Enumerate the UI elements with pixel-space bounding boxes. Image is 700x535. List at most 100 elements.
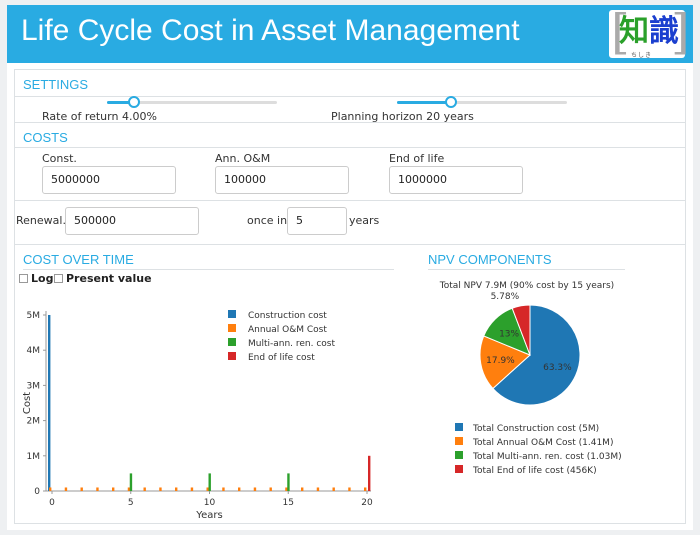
bar-annual-o-m-cost [64, 487, 68, 491]
y-tick-label: 0 [34, 487, 40, 497]
bar-annual-o-m-cost [127, 487, 131, 491]
renewal-input[interactable]: 500000 [65, 207, 199, 235]
bar-annual-o-m-cost [190, 487, 194, 491]
y-tick-label: 1M [27, 452, 41, 462]
log-checkbox[interactable] [19, 274, 28, 283]
bar-multi-ann-ren-cost [208, 473, 211, 491]
page-title: Life Cycle Cost in Asset Management [21, 14, 520, 47]
once-in-label: once in [247, 214, 288, 227]
bar-annual-o-m-cost [364, 487, 367, 491]
bar-annual-o-m-cost [206, 487, 209, 491]
om-input[interactable]: 100000 [215, 166, 349, 194]
x-tick-label: 20 [361, 498, 373, 508]
log-label: Log [31, 272, 54, 285]
costs-panel: COSTS Const. 5000000 Ann. O&M 100000 End… [14, 122, 686, 202]
legend-swatch [228, 352, 236, 360]
legend-label: Multi-ann. ren. cost [248, 339, 336, 349]
logo-bracket-left-icon: [ [611, 4, 630, 60]
x-axis-label: Years [195, 510, 222, 521]
bar-construction-cost [48, 315, 51, 491]
pie-legend-label: Total End of life cost (456K) [472, 466, 597, 476]
bar-annual-o-m-cost [348, 487, 351, 491]
legend-swatch [228, 338, 236, 346]
cost-over-time-title: COST OVER TIME [23, 252, 134, 267]
pie-legend-swatch [455, 423, 463, 431]
logo-subtitle: ちしき [631, 52, 653, 59]
x-tick-label: 5 [128, 498, 134, 508]
bar-annual-o-m-cost [143, 487, 146, 491]
legend-label: End of life cost [248, 353, 315, 363]
const-input[interactable]: 5000000 [42, 166, 176, 194]
logo: [ 知 識 ] ちしき [609, 4, 690, 60]
app-window: Life Cycle Cost in Asset Management [ 知 … [7, 5, 693, 530]
charts-panel: COST OVER TIME Log Present value NPV COM… [14, 244, 686, 524]
x-tick-label: 10 [204, 498, 216, 508]
renewal-period-input[interactable]: 5 [287, 207, 347, 235]
bar-annual-o-m-cost [222, 487, 225, 491]
y-tick-label: 4M [27, 346, 41, 356]
pie-title: Total NPV 7.9M (90% cost by 15 years) [439, 281, 614, 291]
logo-char-2: 識 [649, 14, 679, 49]
costs-divider [15, 147, 685, 148]
bar-multi-ann-ren-cost [129, 473, 133, 491]
npv-title: NPV COMPONENTS [428, 252, 552, 267]
pie-slice [492, 304, 581, 406]
legend-swatch [228, 324, 236, 332]
cost-over-time-chart: 0 1M 2M 3M 4M 5M 0 5 10 15 20 Years Cost Construction… [22, 310, 373, 521]
bar-annual-o-m-cost [332, 487, 335, 491]
legend-swatch [228, 310, 236, 318]
legend-label: Annual O&M Cost [248, 325, 327, 335]
om-label: Ann. O&M [215, 152, 271, 165]
bar-annual-o-m-cost [96, 487, 99, 491]
renewal-label: Renewal. [16, 214, 66, 227]
x-tick-label: 15 [283, 498, 294, 508]
rate-slider-handle[interactable] [128, 96, 141, 108]
pie-slice-label: 17.9% [486, 356, 515, 366]
pie-slice-label: 63.3% [543, 363, 572, 373]
bar-multi-ann-ren-cost [287, 473, 290, 491]
logo-char-1: 知 [619, 14, 649, 49]
bar-annual-o-m-cost [301, 487, 304, 491]
settings-title: SETTINGS [23, 77, 89, 92]
header-bar: Life Cycle Cost in Asset Management [ 知 … [7, 5, 693, 63]
pie-legend-swatch [455, 451, 463, 459]
bar-annual-o-m-cost [285, 487, 288, 491]
y-tick-label: 2M [27, 417, 41, 427]
bar-annual-o-m-cost [253, 487, 257, 491]
npv-pie-chart: Total NPV 7.9M (90% cost by 15 years) 63.… [439, 281, 622, 476]
eol-label: End of life [389, 152, 445, 165]
x-tick-label: 0 [49, 498, 55, 508]
pie-legend-label: Total Construction cost (5M) [472, 424, 599, 434]
bar-annual-o-m-cost [238, 487, 241, 491]
present-value-checkbox[interactable] [54, 274, 63, 283]
pie-legend-swatch [455, 437, 463, 445]
bar-annual-o-m-cost [112, 487, 115, 491]
settings-panel: SETTINGS Rate of return 4.00% Planning h… [14, 69, 686, 124]
settings-divider [15, 96, 685, 97]
pie-legend-swatch [455, 465, 463, 473]
pie-legend-label: Total Multi-ann. ren. cost (1.03M) [472, 452, 622, 462]
rate-slider-track[interactable] [107, 96, 277, 108]
pie-slice [479, 335, 531, 390]
pie-legend-label: Total Annual O&M Cost (1.41M) [472, 438, 613, 448]
horizon-slider-track[interactable] [397, 96, 567, 108]
y-axis-label: Cost [22, 392, 33, 414]
npv-divider [428, 269, 625, 270]
bar-annual-o-m-cost [316, 487, 320, 491]
y-tick-label: 3M [27, 381, 41, 391]
const-label: Const. [42, 152, 77, 165]
bar-end-of-life-cost [368, 455, 371, 491]
cost-over-time-divider [23, 269, 394, 270]
rate-slider-fill [107, 101, 135, 104]
present-value-label: Present value [66, 272, 152, 285]
horizon-slider-fill [397, 101, 452, 104]
bar-annual-o-m-cost [175, 487, 178, 491]
logo-bracket-right-icon: ] [671, 4, 690, 60]
years-label: years [349, 214, 380, 227]
y-tick-label: 5M [27, 311, 41, 321]
eol-input[interactable]: 1000000 [389, 166, 523, 194]
bar-annual-o-m-cost [269, 487, 272, 491]
bar-annual-o-m-cost [159, 487, 162, 491]
horizon-slider-handle[interactable] [445, 96, 458, 108]
renewal-panel: Renewal. 500000 once in 5 years [14, 200, 686, 246]
